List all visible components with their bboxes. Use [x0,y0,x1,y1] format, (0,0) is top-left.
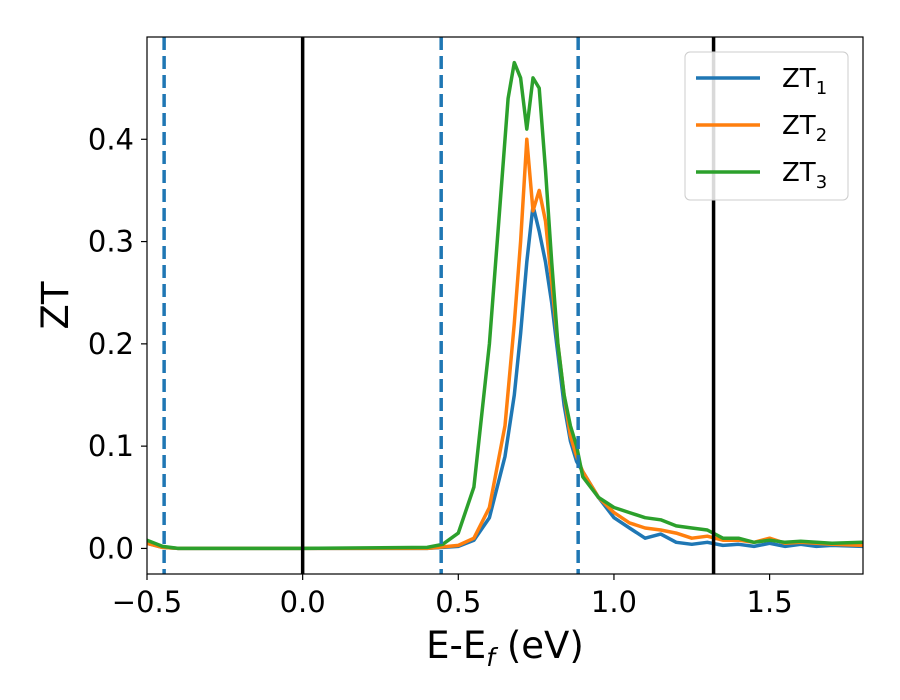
x-tick-label: 0.5 [435,585,481,619]
x-tick-label: 0.0 [280,585,326,619]
x-tick-label: 1.5 [747,585,793,619]
x-tick-label: −0.5 [112,585,182,619]
x-axis: −0.5 0.0 0.5 1.0 1.5 [112,574,793,619]
legend: ZT1 ZT2 ZT3 [684,51,849,201]
series-line-1 [147,204,863,551]
y-tick-label: 0.0 [88,531,134,565]
y-tick-label: 0.2 [88,327,134,361]
y-tick-label: 0.4 [88,122,134,156]
y-axis-label: ZT [34,281,77,329]
series-line-3 [147,60,863,551]
series-line-2 [147,137,863,551]
y-axis: 0.0 0.1 0.2 0.3 0.4 [88,122,147,565]
legend-label-1: ZT1 [782,64,827,99]
legend-box [684,51,849,201]
x-tick-label: 1.0 [591,585,637,619]
x-axis-label: E-Ef (eV) [426,624,584,672]
x-axis-label-unit: (eV) [495,624,584,667]
legend-label-2: ZT2 [782,111,827,146]
legend-label-3: ZT3 [782,158,827,193]
y-tick-label: 0.3 [88,225,134,259]
y-tick-label: 0.1 [88,429,134,463]
x-axis-label-main: E-E [426,624,486,667]
plot-frame [146,36,864,575]
